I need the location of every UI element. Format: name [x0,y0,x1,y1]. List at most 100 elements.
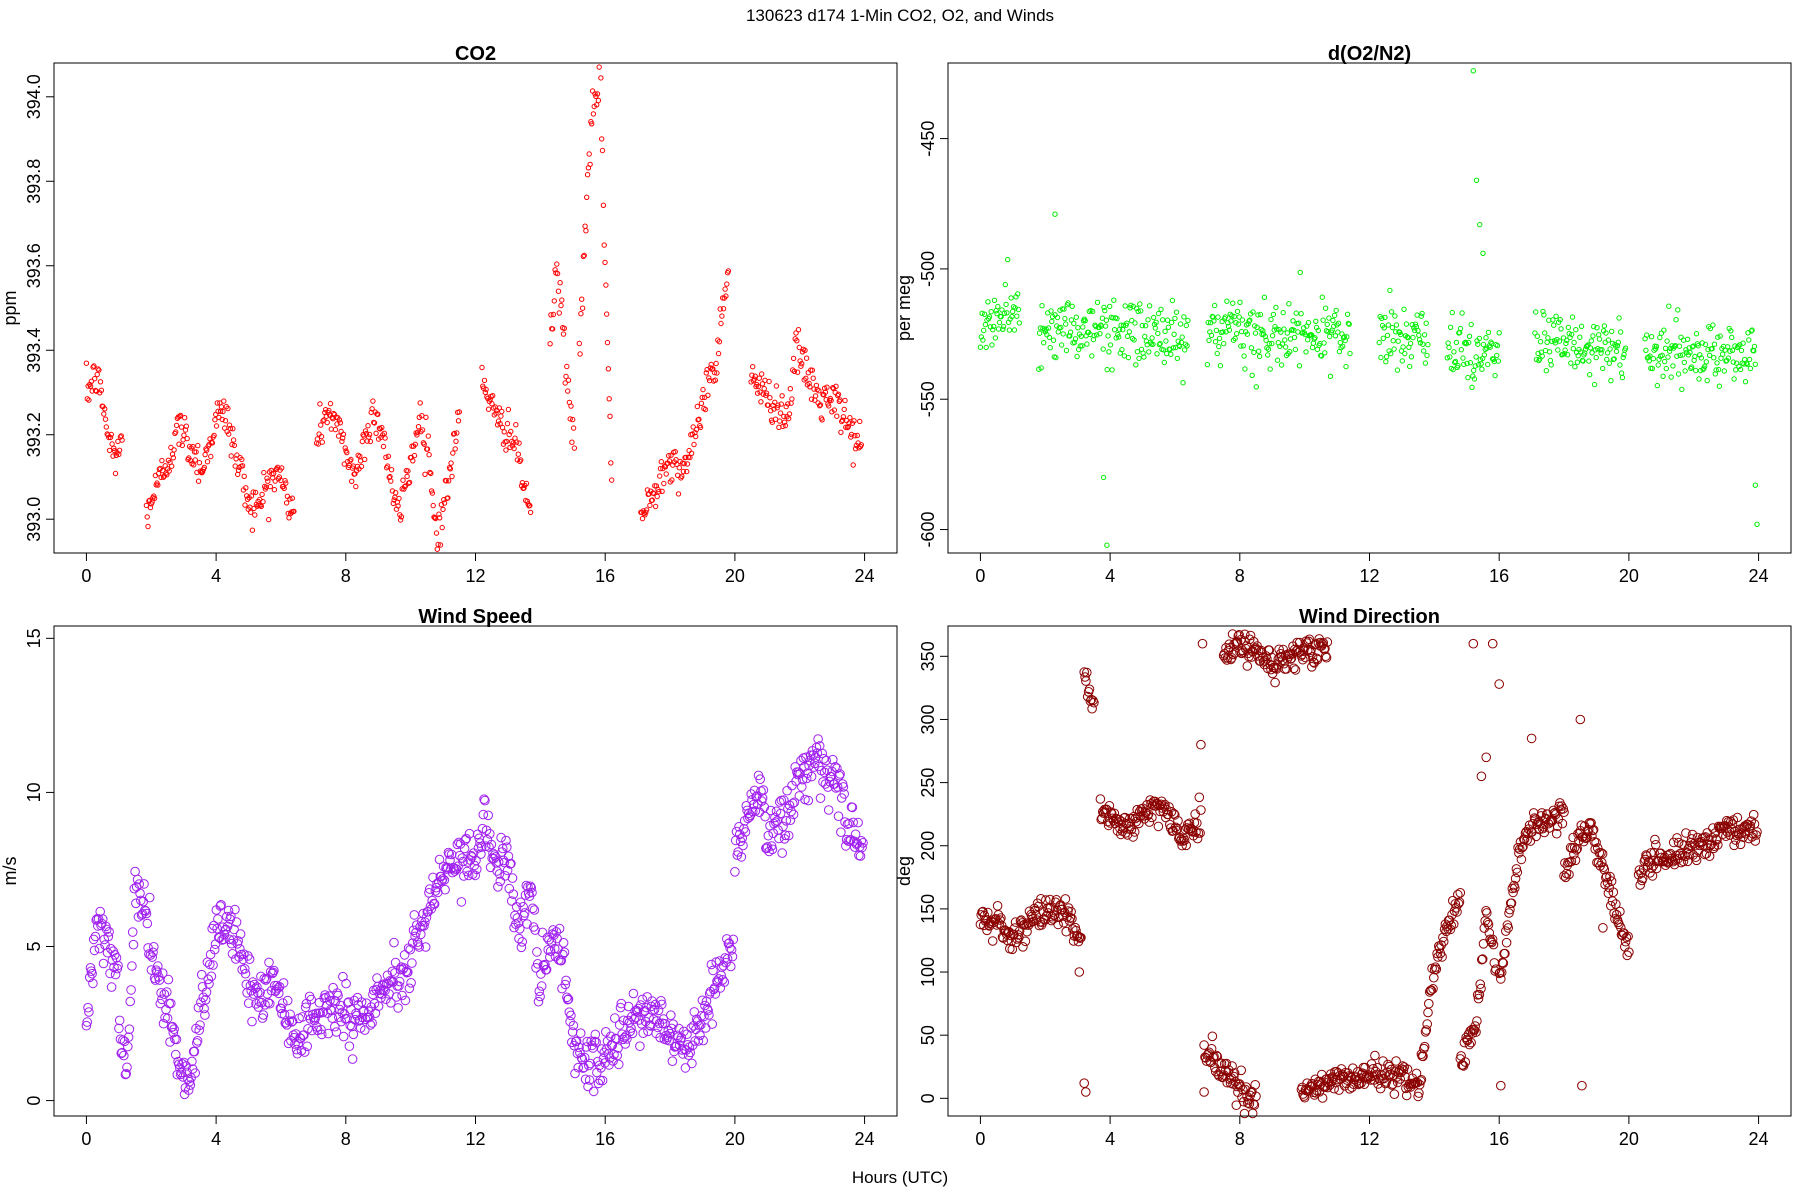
data-point [252,489,259,496]
data-point [1471,1027,1481,1037]
data-point [1653,343,1660,350]
data-point [763,830,774,841]
data-point [1018,942,1028,952]
data-point [1102,323,1109,329]
data-point [1429,972,1439,983]
data-point [703,1005,713,1016]
data-point [97,379,104,385]
data-point [1244,331,1251,337]
data-point [597,1044,607,1054]
data-point [571,445,578,451]
data-point [1444,355,1451,361]
data-point [981,311,988,317]
data-point [1569,331,1575,338]
data-point [1204,361,1211,368]
data-point [983,907,993,918]
data-point [1710,322,1716,328]
data-point [337,1007,347,1018]
data-point [1424,987,1435,997]
data-point [1405,335,1411,341]
data-point [1618,370,1625,376]
data-point [142,918,153,929]
data-point [830,385,836,391]
data-point [1416,332,1422,338]
data-point [1383,354,1390,360]
data-point [1605,337,1612,343]
y-tick-label: 394.0 [24,74,44,119]
data-point [835,391,842,397]
data-point [1065,300,1071,306]
data-point [1592,843,1603,853]
data-point [821,755,832,766]
data-point [982,321,989,328]
data-point [504,438,510,445]
data-point [360,1025,370,1035]
y-tick-label: 350 [918,641,938,671]
data-point [501,429,507,435]
data-point [1268,316,1274,323]
data-point [260,1000,270,1010]
data-point [1285,654,1296,664]
data-point [1671,343,1678,350]
data-point [583,1081,593,1092]
data-point [761,386,767,392]
data-point [1089,353,1095,359]
data-point [828,397,834,404]
data-point [408,925,419,936]
data-point [791,368,798,374]
x-tick-label: 24 [855,566,875,586]
data-point [1080,672,1090,682]
data-point [1321,340,1327,346]
data-point [1662,358,1668,365]
data-point [813,382,820,389]
data-point [813,734,823,744]
data-point [1205,319,1211,326]
data-point [775,402,781,408]
data-point [1058,324,1064,331]
data-point [1496,330,1502,336]
data-point [179,442,186,449]
data-point [1588,825,1598,836]
data-point [1227,629,1238,639]
data-point [1238,1096,1249,1107]
y-tick-label: 0 [24,1096,44,1106]
data-point [90,364,96,370]
data-point [1221,340,1227,347]
data-point [166,998,176,1009]
data-point [1006,327,1013,333]
data-point [282,478,288,484]
data-point [261,973,272,984]
data-point [394,981,404,991]
data-point [570,416,576,423]
y-tick-label: 393.2 [24,412,44,457]
data-point [737,833,748,843]
data-point [1650,834,1660,845]
data-point [766,378,772,385]
data-point [510,440,516,446]
data-point [1227,1061,1237,1071]
data-point [1395,1074,1405,1084]
data-point [551,927,562,937]
data-point [709,984,719,995]
data-point [260,499,266,505]
data-point [1346,321,1352,327]
data-point [1586,358,1592,364]
data-point [999,307,1005,313]
data-point [643,1026,653,1037]
data-point [1063,347,1070,354]
data-point [436,871,446,882]
data-point [1601,872,1611,883]
data-point [1510,873,1521,884]
data-point [1065,912,1076,923]
data-point [178,424,185,430]
data-point [1002,281,1008,288]
data-point [114,1023,124,1034]
data-point [1344,311,1351,317]
data-point [1173,309,1180,315]
data-point [1066,906,1076,917]
data-point [1495,358,1502,364]
data-point [458,856,468,867]
data-point [837,397,843,403]
data-point [783,403,789,410]
data-point [487,396,493,402]
